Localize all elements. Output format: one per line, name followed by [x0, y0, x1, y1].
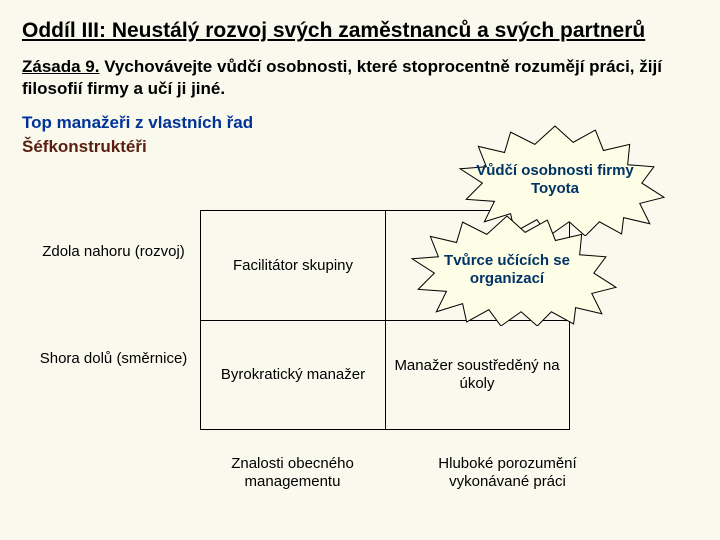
principle-line: Zásada 9. Vychovávejte vůdčí osobnosti, …	[22, 56, 698, 99]
cell-bureaucratic: Byrokratický manažer	[201, 320, 385, 429]
principle-label: Zásada 9.	[22, 57, 100, 76]
cell-task-manager: Manažer soustředěný na úkoly	[385, 320, 569, 429]
burst-toyota-leaders: Vůdčí osobnosti firmy Toyota	[460, 140, 650, 220]
burst-learning-text: Tvůrce učících se organizací	[412, 252, 602, 288]
cell-facilitator: Facilitátor skupiny	[201, 211, 385, 320]
burst-learning-org: Tvůrce učících se organizací	[412, 230, 602, 310]
principle-text: Vychovávejte vůdčí osobnosti, které stop…	[22, 57, 662, 97]
burst-toyota-text: Vůdčí osobnosti firmy Toyota	[460, 162, 650, 198]
col-label-right: Hluboké porozumění vykonávané práci	[415, 455, 600, 491]
col-label-left: Znalosti obecného managementu	[200, 455, 385, 491]
row-label-top: Zdola nahoru (rozvoj)	[36, 243, 191, 261]
section-title: Oddíl III: Neustálý rozvoj svých zaměstn…	[22, 18, 698, 44]
row-label-bottom: Shora dolů (směrnice)	[36, 350, 191, 368]
